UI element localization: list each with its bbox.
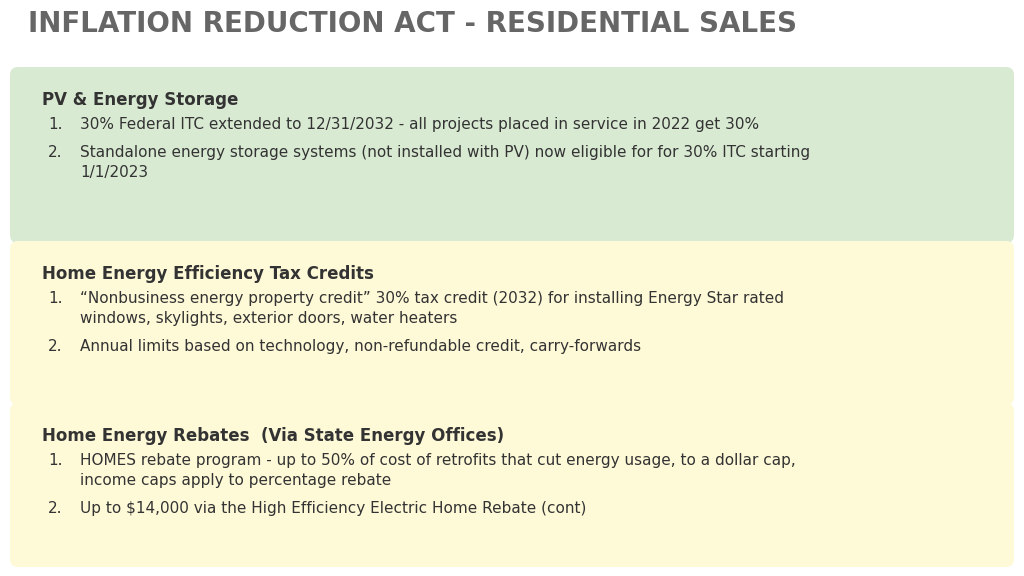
Text: 2.: 2. <box>48 145 62 160</box>
Text: Standalone energy storage systems (not installed with PV) now eligible for for 3: Standalone energy storage systems (not i… <box>80 145 810 160</box>
Text: Home Energy Rebates  (Via State Energy Offices): Home Energy Rebates (Via State Energy Of… <box>42 427 504 445</box>
FancyBboxPatch shape <box>10 241 1014 405</box>
Text: 2.: 2. <box>48 339 62 354</box>
Text: “Nonbusiness energy property credit” 30% tax credit (2032) for installing Energy: “Nonbusiness energy property credit” 30%… <box>80 291 784 306</box>
Text: 1.: 1. <box>48 453 62 468</box>
Text: PV & Energy Storage: PV & Energy Storage <box>42 91 239 109</box>
Text: 2.: 2. <box>48 501 62 516</box>
Text: Annual limits based on technology, non-refundable credit, carry-forwards: Annual limits based on technology, non-r… <box>80 339 641 354</box>
Text: Home Energy Efficiency Tax Credits: Home Energy Efficiency Tax Credits <box>42 265 374 283</box>
Text: INFLATION REDUCTION ACT - RESIDENTIAL SALES: INFLATION REDUCTION ACT - RESIDENTIAL SA… <box>28 10 797 38</box>
Text: income caps apply to percentage rebate: income caps apply to percentage rebate <box>80 473 391 488</box>
Text: 1.: 1. <box>48 117 62 132</box>
Text: 1/1/2023: 1/1/2023 <box>80 165 148 180</box>
FancyBboxPatch shape <box>10 67 1014 243</box>
FancyBboxPatch shape <box>10 403 1014 567</box>
Text: 1.: 1. <box>48 291 62 306</box>
Text: Up to $14,000 via the High Efficiency Electric Home Rebate (cont): Up to $14,000 via the High Efficiency El… <box>80 501 587 516</box>
Text: HOMES rebate program - up to 50% of cost of retrofits that cut energy usage, to : HOMES rebate program - up to 50% of cost… <box>80 453 796 468</box>
Text: windows, skylights, exterior doors, water heaters: windows, skylights, exterior doors, wate… <box>80 311 458 326</box>
Text: 30% Federal ITC extended to 12/31/2032 - all projects placed in service in 2022 : 30% Federal ITC extended to 12/31/2032 -… <box>80 117 759 132</box>
